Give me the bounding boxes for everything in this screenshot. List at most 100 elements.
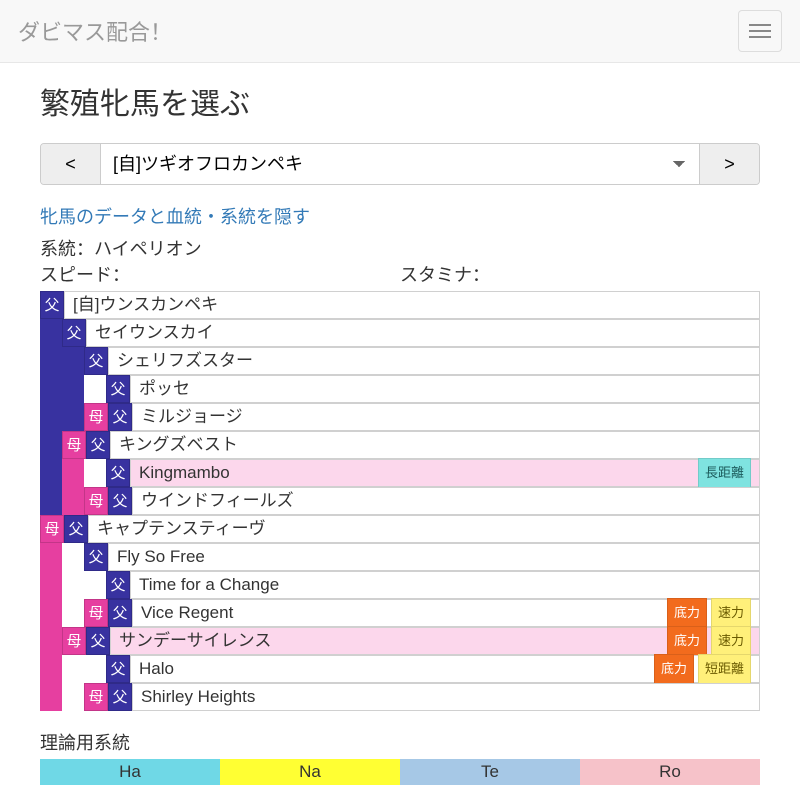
horse-cell[interactable]: シェリフズスター: [108, 347, 760, 375]
mother-stripe: [40, 599, 62, 627]
father-tag: 父: [108, 683, 132, 711]
mare-selector: < [自]ツギオフロカンペキ >: [40, 143, 760, 185]
pedigree-row: 父Kingmambo長距離: [40, 459, 760, 487]
pedigree-row: 母父キャプテンスティーヴ: [40, 515, 760, 543]
father-tag: 父: [64, 515, 88, 543]
father-tag: 父: [106, 655, 130, 683]
mare-select[interactable]: [自]ツギオフロカンペキ: [101, 144, 699, 184]
next-button[interactable]: >: [699, 144, 759, 184]
stripe-spacer: [84, 655, 106, 683]
mother-tag: 母: [84, 487, 108, 515]
pedigree-row: 父ポッセ: [40, 375, 760, 403]
stripe-spacer: [62, 655, 84, 683]
horse-cell[interactable]: Shirley Heights: [132, 683, 760, 711]
horse-cell[interactable]: [自]ウンスカンペキ: [64, 291, 760, 319]
mother-tag: 母: [84, 403, 108, 431]
horse-name: ウインドフィールズ: [141, 488, 751, 514]
horse-name: Vice Regent: [141, 600, 663, 626]
horse-cell[interactable]: ポッセ: [130, 375, 760, 403]
pedigree-row: 父 Time for a Change: [40, 571, 760, 599]
horse-cell[interactable]: ウインドフィールズ: [132, 487, 760, 515]
trait-badge-short: 短距離: [698, 654, 751, 684]
pedigree-row: 父セイウンスカイ: [40, 319, 760, 347]
hamburger-bar: [749, 30, 771, 32]
horse-cell[interactable]: キングズベスト: [110, 431, 760, 459]
horse-name: [自]ウンスカンペキ: [73, 292, 751, 318]
theory-title: 理論用系統: [40, 729, 760, 755]
horse-name: キャプテンスティーヴ: [97, 516, 751, 542]
horse-name: Time for a Change: [139, 572, 751, 598]
mother-stripe: [40, 627, 62, 655]
horse-name: サンデーサイレンス: [119, 628, 663, 654]
pedigree-row: 父Fly So Free: [40, 543, 760, 571]
toggle-pedigree-link[interactable]: 牝馬のデータと血統・系統を隠す: [40, 203, 760, 229]
father-stripe: [40, 487, 62, 515]
stripe-spacer: [84, 571, 106, 599]
father-stripe: [62, 347, 84, 375]
theory-row: HaNaTeRo: [40, 759, 760, 785]
trait-badge-long: 長距離: [698, 458, 751, 488]
pedigree-row: 父Halo底力短距離: [40, 655, 760, 683]
stripe-spacer: [62, 571, 84, 599]
father-stripe: [40, 319, 62, 347]
horse-cell[interactable]: Vice Regent底力速力: [132, 599, 760, 627]
hamburger-bar: [749, 36, 771, 38]
trait-badge-quick: 速力: [711, 626, 751, 656]
mother-stripe: [40, 655, 62, 683]
horse-name: Halo: [139, 656, 650, 682]
horse-name: セイウンスカイ: [95, 320, 751, 346]
horse-cell[interactable]: キャプテンスティーヴ: [88, 515, 760, 543]
horse-cell[interactable]: ミルジョージ: [132, 403, 760, 431]
horse-name: Fly So Free: [117, 544, 751, 570]
father-stripe: [62, 375, 84, 403]
trait-badge-quick: 速力: [711, 598, 751, 628]
stripe-spacer: [84, 375, 106, 403]
theory-cell: Ha: [40, 759, 220, 785]
father-tag: 父: [40, 291, 64, 319]
mother-tag: 母: [84, 599, 108, 627]
horse-cell[interactable]: セイウンスカイ: [86, 319, 760, 347]
father-stripe: [62, 403, 84, 431]
horse-cell[interactable]: Halo底力短距離: [130, 655, 760, 683]
main-container: 繁殖牝馬を選ぶ < [自]ツギオフロカンペキ > 牝馬のデータと血統・系統を隠す…: [0, 63, 800, 801]
father-stripe: [40, 403, 62, 431]
mother-stripe: [62, 487, 84, 515]
pedigree-row: 母父サンデーサイレンス底力速力: [40, 627, 760, 655]
horse-cell[interactable]: Time for a Change: [130, 571, 760, 599]
father-tag: 父: [106, 459, 130, 487]
horse-cell[interactable]: サンデーサイレンス底力速力: [110, 627, 760, 655]
pedigree-row: 母父ウインドフィールズ: [40, 487, 760, 515]
father-tag: 父: [108, 599, 132, 627]
father-tag: 父: [86, 627, 110, 655]
prev-button[interactable]: <: [41, 144, 101, 184]
pedigree-row: 母父キングズベスト: [40, 431, 760, 459]
page-title: 繁殖牝馬を選ぶ: [40, 79, 760, 123]
horse-cell[interactable]: Kingmambo長距離: [130, 459, 760, 487]
horse-name: Kingmambo: [139, 460, 694, 486]
brand: ダビマス配合！: [18, 15, 172, 47]
pedigree-row: 父 [自]ウンスカンペキ: [40, 291, 760, 319]
stripe-spacer: [62, 683, 84, 711]
theory-cell: Ro: [580, 759, 760, 785]
navbar: ダビマス配合！: [0, 0, 800, 63]
father-tag: 父: [106, 571, 130, 599]
mother-tag: 母: [62, 431, 86, 459]
stripe-spacer: [84, 459, 106, 487]
father-stripe: [40, 431, 62, 459]
theory-cell: Na: [220, 759, 400, 785]
stats-row: スピード： スタミナ：: [40, 261, 760, 287]
nav-toggle-button[interactable]: [738, 10, 782, 52]
horse-name: ミルジョージ: [141, 404, 751, 430]
mother-stripe: [40, 543, 62, 571]
horse-name: キングズベスト: [119, 432, 751, 458]
mother-tag: 母: [62, 627, 86, 655]
father-stripe: [40, 375, 62, 403]
pedigree-row: 母父Vice Regent底力速力: [40, 599, 760, 627]
father-tag: 父: [108, 487, 132, 515]
father-tag: 父: [84, 347, 108, 375]
mother-stripe: [40, 683, 62, 711]
mother-tag: 母: [40, 515, 64, 543]
trait-badge-bottom: 底力: [667, 598, 707, 628]
pedigree-row: 母父ミルジョージ: [40, 403, 760, 431]
horse-cell[interactable]: Fly So Free: [108, 543, 760, 571]
